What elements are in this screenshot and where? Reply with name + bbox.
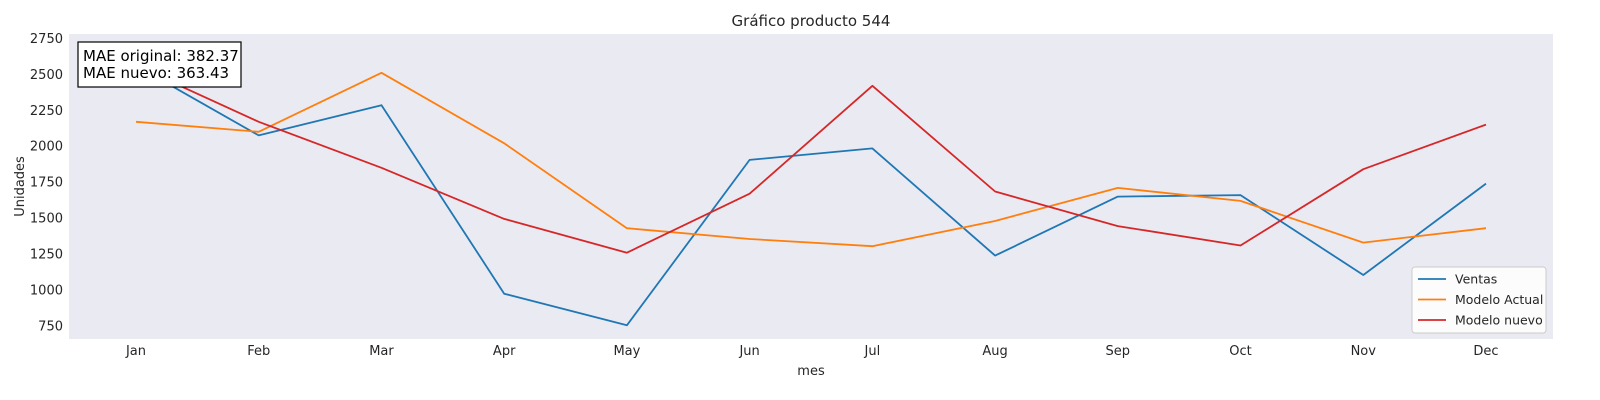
- series-line-modelo-actual: [135, 71, 1487, 248]
- annotation-line-2: MAE nuevo: 363.43: [83, 64, 229, 82]
- x-tick-label: Oct: [1229, 344, 1251, 359]
- x-tick-label: Dec: [1473, 344, 1498, 359]
- x-tick-label: Feb: [247, 344, 270, 359]
- x-tick-label: May: [613, 344, 640, 359]
- legend-label: Modelo nuevo: [1455, 313, 1543, 328]
- plot-area: [69, 34, 1553, 339]
- x-tick-label: Apr: [493, 344, 516, 359]
- x-axis: Jan Feb Mar Apr May Jun Jul Aug Sep Oct Nov Dec: [125, 344, 1499, 359]
- y-tick-label: 1000: [30, 284, 63, 299]
- mae-annotation-box: MAE original: 382.37 MAE nuevo: 363.43: [77, 41, 242, 88]
- x-tick-label: Jul: [864, 344, 881, 359]
- annotation-frame: [77, 41, 242, 88]
- legend-label: Ventas: [1455, 272, 1497, 287]
- x-tick-label: Nov: [1351, 344, 1377, 359]
- annotation-line-1: MAE original: 382.37: [83, 47, 239, 65]
- y-axis-title: Unidades: [13, 156, 28, 217]
- y-tick-label: 1750: [30, 176, 63, 191]
- x-tick-label: Mar: [369, 344, 394, 359]
- x-tick-label: Jan: [125, 344, 146, 359]
- x-axis-title: mes: [797, 364, 825, 379]
- y-axis: 750 1000 1250 1500 1750 2000 2250 2500 2750: [30, 32, 63, 335]
- y-tick-label: 2250: [30, 104, 63, 119]
- y-tick-label: 1500: [30, 212, 63, 227]
- y-tick-label: 750: [38, 320, 63, 335]
- series-line-modelo-nuevo: [135, 64, 1487, 254]
- y-tick-label: 1250: [30, 248, 63, 263]
- chart-title: Gráfico producto 544: [732, 12, 891, 30]
- x-tick-label: Jun: [738, 344, 759, 359]
- y-tick-label: 2750: [30, 32, 63, 47]
- legend-label: Modelo Actual: [1455, 292, 1543, 307]
- y-tick-label: 2000: [30, 140, 63, 155]
- x-tick-label: Aug: [982, 344, 1007, 359]
- series-lines: [135, 64, 1487, 327]
- y-tick-label: 2500: [30, 68, 63, 83]
- x-tick-label: Sep: [1106, 344, 1131, 359]
- legend-frame: [1411, 266, 1547, 334]
- legend: Ventas Modelo Actual Modelo nuevo: [1411, 266, 1547, 334]
